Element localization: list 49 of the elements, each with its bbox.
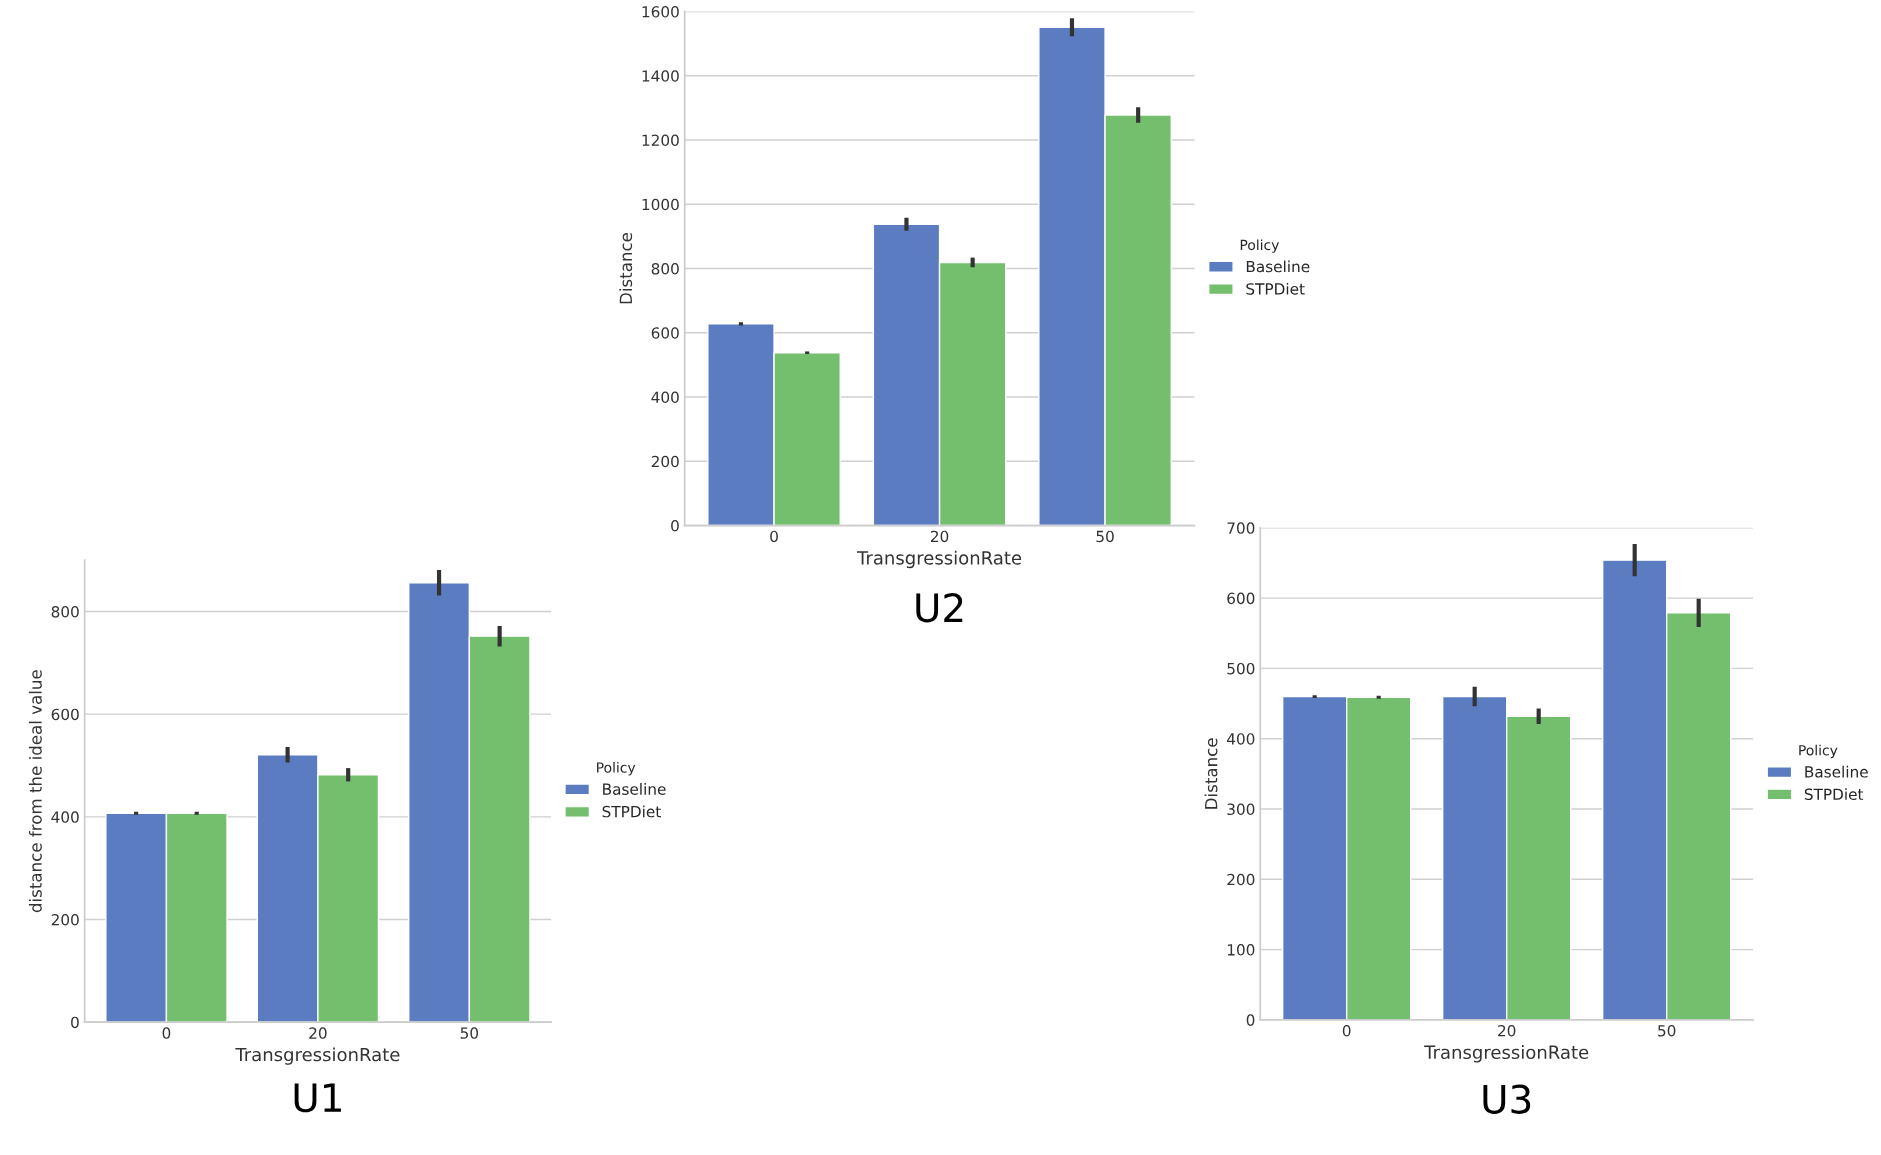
x-tick-label: 50	[1658, 1025, 1676, 1037]
x-tick-label: 50	[1096, 530, 1114, 543]
y-tick-label: 700	[1227, 522, 1255, 534]
y-tick-label: 300	[1227, 803, 1255, 816]
x-tick-label: 20	[930, 530, 949, 543]
y-tick-label: 200	[51, 913, 79, 926]
legend-label: Baseline	[603, 783, 666, 795]
x-tick-label: 20	[1498, 1025, 1516, 1037]
y-tick-label: 400	[651, 391, 679, 404]
y-tick-label: 1000	[642, 198, 679, 211]
x-tick-label: 0	[162, 1027, 171, 1039]
y-tick-label: 800	[651, 263, 679, 275]
y-axis-title: Distance	[1204, 738, 1218, 809]
y-tick-label: 100	[1227, 944, 1255, 956]
y-tick-label: 1600	[642, 6, 679, 18]
x-axis-title: TransgressionRate	[235, 1047, 400, 1065]
legend-title: Policy	[1799, 744, 1838, 759]
y-tick-label: 800	[51, 605, 79, 618]
legend-title: Policy	[1240, 239, 1279, 253]
y-tick-label: 200	[1227, 873, 1255, 886]
text: U3	[1483, 1084, 1531, 1114]
x-tick-label: 20	[309, 1027, 327, 1039]
y-tick-label: 400	[51, 811, 79, 823]
y-tick-label: 600	[1227, 592, 1255, 605]
legend-label: STPDiet	[1804, 788, 1864, 801]
y-tick-label: 200	[651, 455, 679, 468]
y-tick-label: 0	[1246, 1014, 1255, 1026]
y-tick-label: 1400	[642, 70, 679, 82]
y-axis-title: Distance	[619, 232, 633, 304]
legend-title: Policy	[597, 762, 636, 776]
x-tick-label: 0	[770, 530, 778, 543]
y-tick-label: 600	[51, 708, 79, 721]
y-axis-title: distance from the ideal value	[28, 670, 42, 913]
text: U2	[916, 593, 963, 623]
y-tick-label: 400	[1226, 733, 1255, 745]
y-tick-label: 0	[71, 1016, 79, 1029]
y-tick-label: 600	[651, 327, 679, 339]
y-tick-label: 0	[671, 519, 679, 532]
x-axis-title: TransgressionRate	[857, 550, 1022, 569]
legend-label: Baseline	[1805, 765, 1868, 778]
legend-label: Baseline	[1246, 260, 1310, 273]
y-tick-label: 500	[1227, 662, 1255, 675]
legend-label: STPDiet	[1246, 282, 1305, 295]
legend-label: STPDiet	[602, 805, 661, 818]
x-tick-label: 0	[1342, 1025, 1351, 1037]
x-tick-label: 50	[460, 1027, 479, 1039]
y-tick-label: 1200	[642, 134, 679, 147]
x-axis-title: TransgressionRate	[1424, 1045, 1589, 1063]
text: U1	[294, 1083, 341, 1113]
